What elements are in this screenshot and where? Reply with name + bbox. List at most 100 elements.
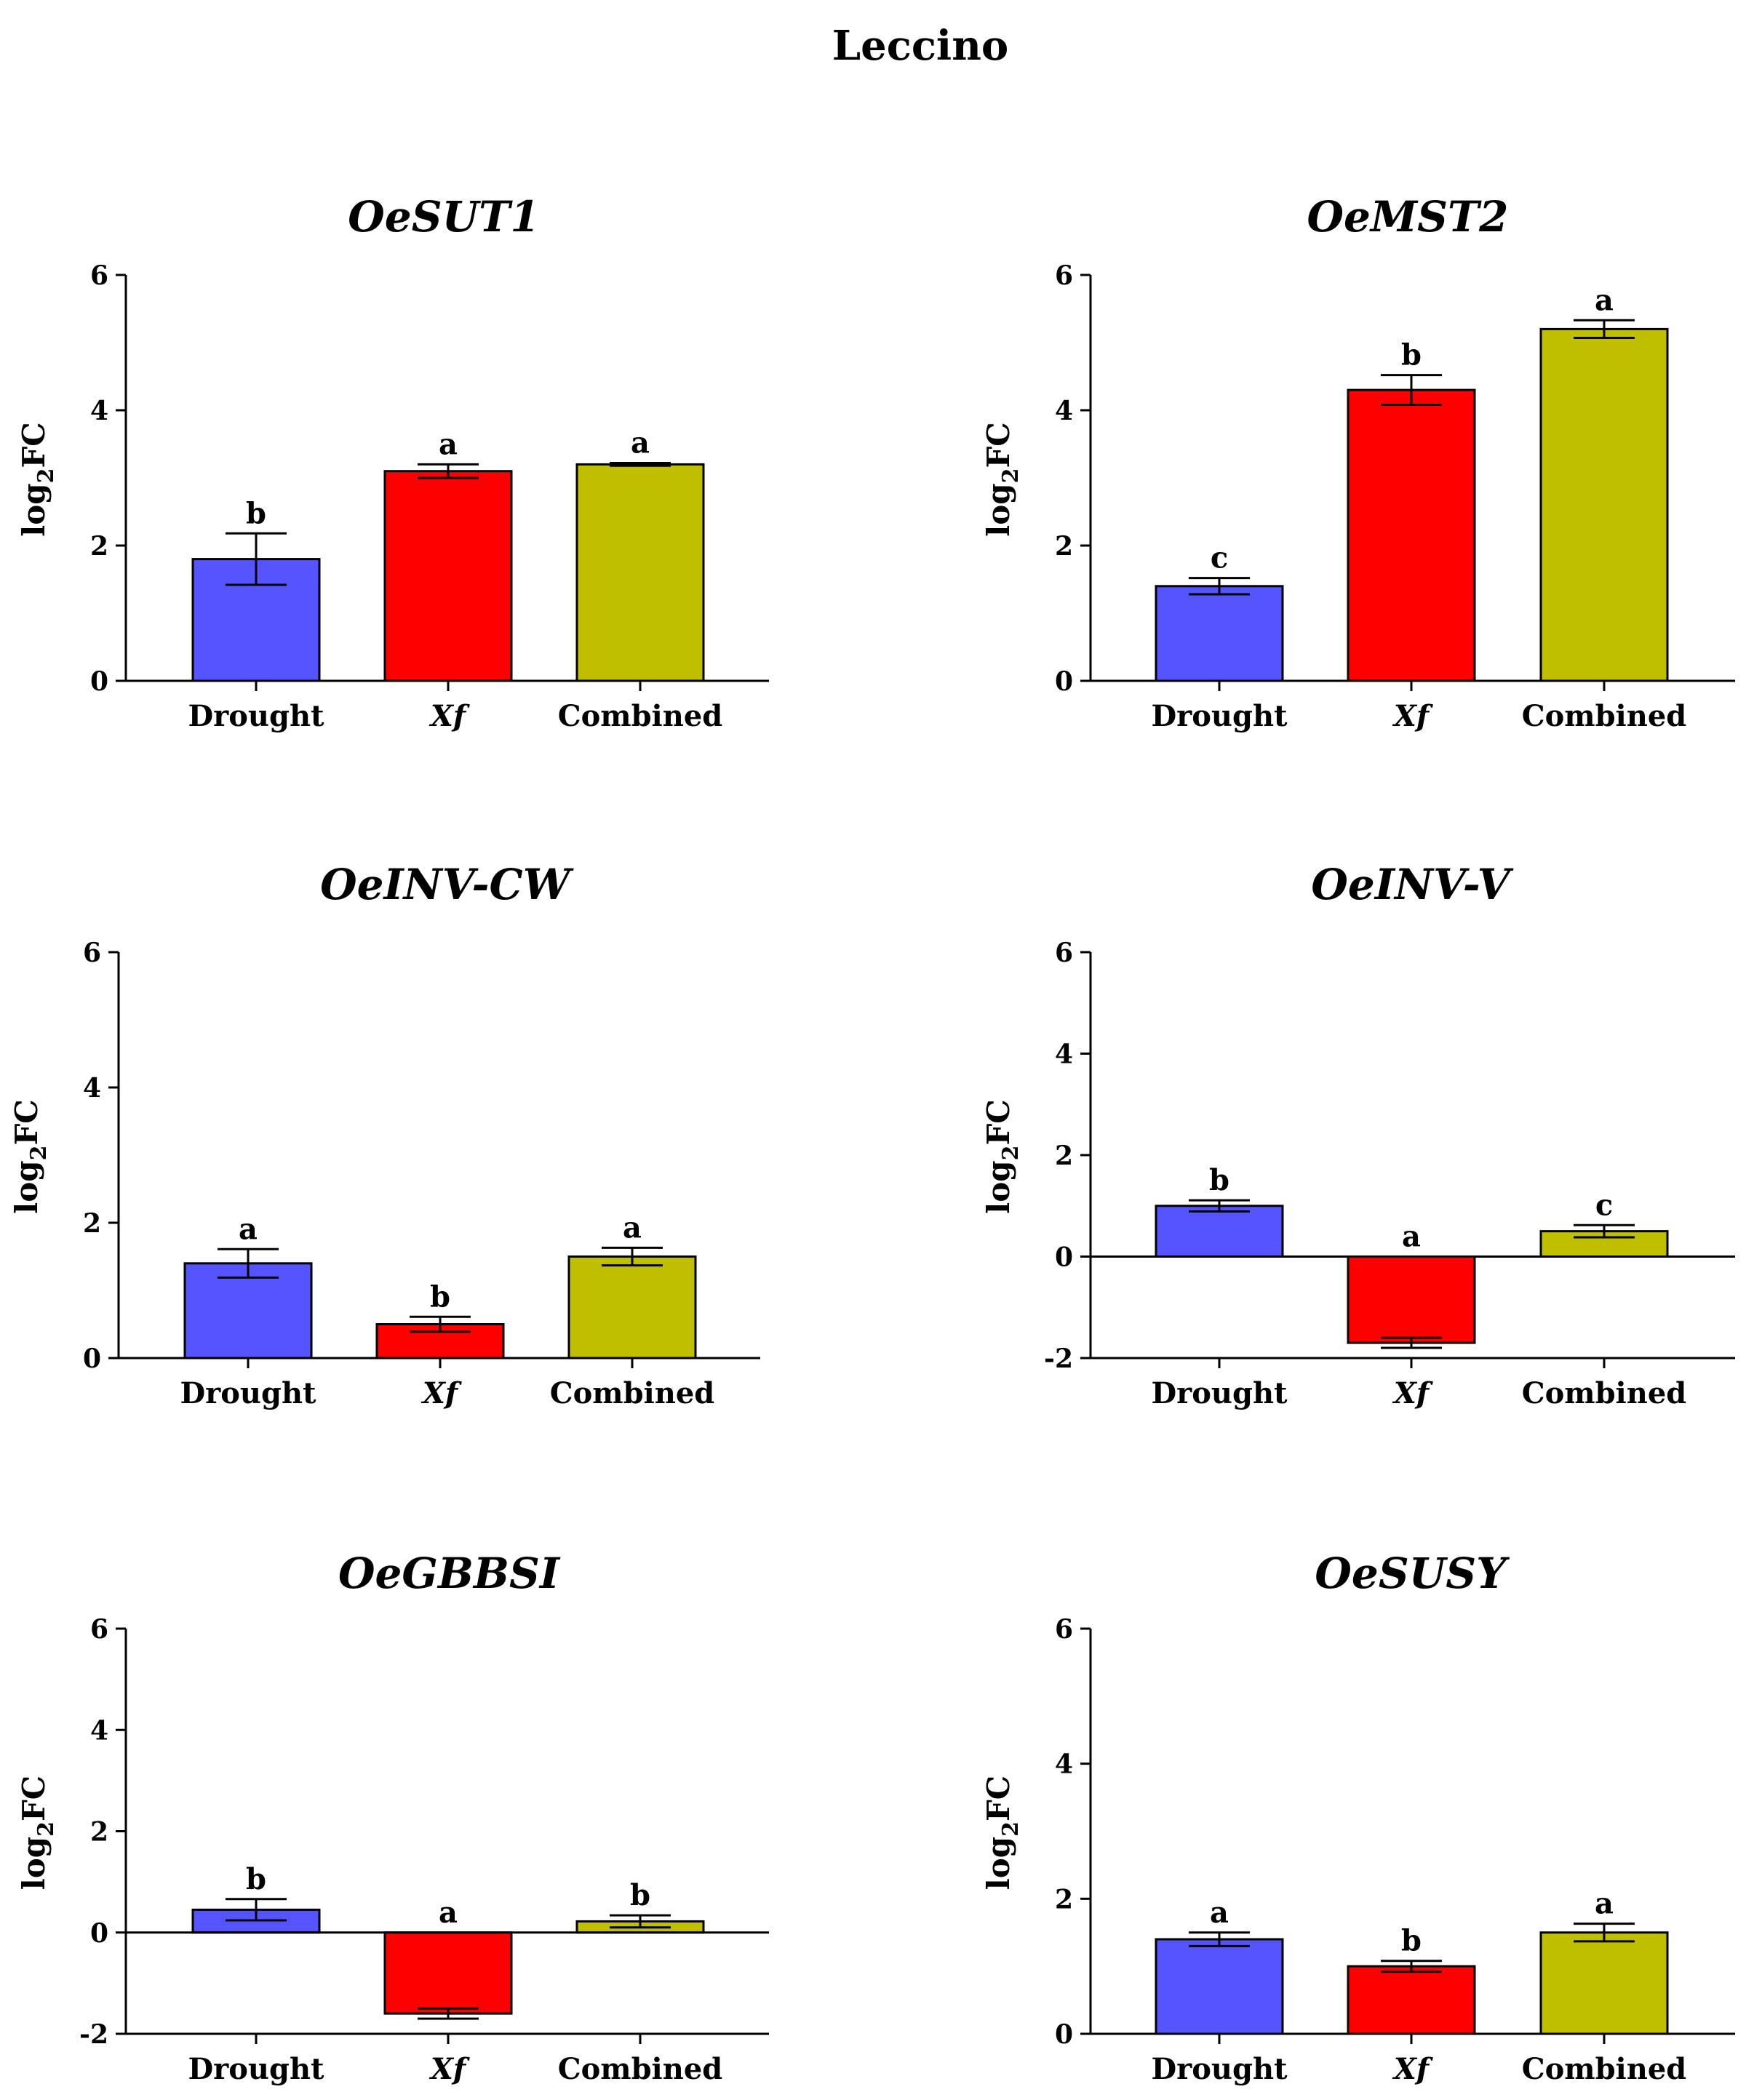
y-tick-label: 6 — [1055, 1614, 1073, 1645]
panel-title: OeSUT1 — [348, 192, 539, 241]
y-tick-label: 2 — [1055, 1141, 1073, 1171]
significance-label: b — [1209, 1163, 1229, 1197]
chart-panel-OeSUSY: OeSUSY log2FC a b a 0 2 4 6 Drought Xf Combined — [981, 1549, 1735, 2086]
y-axis-label: log2FC — [981, 1776, 1024, 1890]
error-bar-combined — [1574, 1923, 1635, 1943]
y-tick-label: 6 — [1055, 938, 1073, 968]
y-tick-label: 2 — [1055, 1884, 1073, 1915]
y-tick-label: 6 — [90, 260, 108, 291]
y-tick-label: 2 — [90, 531, 108, 562]
bar-combined — [1539, 327, 1669, 682]
significance-label: a — [1402, 1220, 1421, 1254]
panel-title: OeMST2 — [1307, 192, 1508, 241]
error-bar-xf — [1381, 1336, 1442, 1349]
x-tick-label: Drought — [180, 1376, 316, 1410]
x-tick-label: Drought — [188, 2052, 324, 2086]
chart-panel-OeGBBSI: OeGBBSI log2FC b a b -2 0 2 4 6 Drought Xf Combined — [16, 1549, 769, 2086]
error-bar-drought — [1189, 1931, 1250, 1947]
error-bar-combined — [1574, 1223, 1635, 1239]
panels: OeSUT1 log2FC b a a 0 2 4 6 Drought Xf Combined OeMS… — [9, 192, 1735, 2086]
significance-label: b — [630, 1878, 650, 1912]
x-tick-label: Xf — [420, 1376, 462, 1410]
x-tick-label: Combined — [1522, 699, 1687, 733]
figure-title: Leccino — [832, 22, 1009, 70]
y-axis-label: log2FC — [9, 1099, 52, 1213]
panel-title: OeSUSY — [1315, 1549, 1510, 1598]
bar-xf — [1347, 388, 1476, 682]
y-tick-label: 4 — [1055, 1039, 1073, 1070]
y-tick-label: 2 — [83, 1208, 101, 1239]
y-tick-label: 0 — [1055, 1242, 1073, 1273]
bar-xf — [1347, 1965, 1476, 2035]
x-tick-label: Combined — [558, 2052, 723, 2086]
y-tick-label: 2 — [90, 1817, 108, 1848]
y-axis-label: log2FC — [981, 422, 1024, 536]
panel-title: OeGBBSI — [338, 1549, 561, 1598]
x-tick-label: Drought — [1151, 699, 1288, 733]
y-tick-label: -2 — [1044, 1344, 1073, 1374]
y-tick-label: 6 — [1055, 260, 1073, 291]
significance-label: b — [430, 1279, 450, 1314]
y-axis-label: log2FC — [16, 422, 59, 536]
x-tick-label: Xf — [428, 2052, 470, 2086]
y-tick-label: 0 — [83, 1344, 101, 1374]
significance-label: a — [1595, 1887, 1614, 1921]
x-tick-label: Combined — [558, 699, 723, 733]
significance-label: c — [1211, 541, 1228, 575]
x-tick-label: Combined — [550, 1376, 715, 1410]
bar-combined — [1539, 1931, 1669, 2035]
chart-panel-OeINV-V: OeINV-V log2FC b a c -2 0 2 4 6 Drought Xf Combined — [981, 860, 1735, 1410]
panel-title: OeINV-CW — [320, 860, 574, 909]
panel-title: OeINV-V — [1311, 860, 1513, 909]
y-tick-label: 4 — [83, 1073, 101, 1103]
y-tick-label: 0 — [1055, 666, 1073, 697]
x-tick-label: Drought — [1151, 1376, 1288, 1410]
significance-label: a — [1595, 283, 1614, 317]
error-bar-xf — [1381, 374, 1442, 407]
y-axis-label: log2FC — [16, 1776, 59, 1890]
error-bar-combined — [610, 462, 671, 467]
error-bar-xf — [1381, 1960, 1442, 1973]
error-bar-drought — [1189, 577, 1250, 596]
significance-label: b — [1401, 338, 1422, 372]
bar-drought — [1155, 1938, 1284, 2035]
error-bar-combined — [1574, 319, 1635, 339]
error-bar-drought — [226, 1898, 287, 1922]
bar-drought — [1155, 1205, 1284, 1258]
x-tick-label: Combined — [1522, 1376, 1687, 1410]
error-bar-combined — [610, 1914, 671, 1929]
significance-label: a — [239, 1212, 258, 1246]
bar-xf — [383, 470, 513, 682]
error-bar-drought — [226, 532, 287, 586]
significance-label: a — [623, 1210, 642, 1245]
bar-combined — [575, 463, 705, 682]
x-tick-label: Xf — [1392, 2052, 1433, 2086]
y-axis-label: log2FC — [981, 1099, 1024, 1213]
chart-panel-OeINV-CW: OeINV-CW log2FC a b a 0 2 4 6 Drought Xf Combined — [9, 860, 760, 1410]
error-bar-drought — [1189, 1199, 1250, 1213]
bar-combined — [567, 1255, 697, 1360]
error-bar-drought — [218, 1247, 279, 1279]
x-tick-label: Combined — [1522, 2052, 1687, 2086]
y-tick-label: 0 — [90, 666, 108, 697]
y-tick-label: 6 — [83, 938, 101, 968]
significance-label: a — [631, 426, 650, 460]
y-tick-label: -2 — [79, 2019, 108, 2050]
y-tick-label: 0 — [90, 1918, 108, 1949]
significance-label: b — [246, 1862, 266, 1896]
y-tick-label: 6 — [90, 1614, 108, 1645]
bar-xf — [383, 1931, 513, 2015]
significance-label: a — [439, 1896, 458, 1930]
x-tick-label: Drought — [188, 699, 324, 733]
chart-panel-OeMST2: OeMST2 log2FC c b a 0 2 4 6 Drought Xf Combined — [981, 192, 1735, 733]
error-bar-xf — [410, 1315, 471, 1333]
significance-label: c — [1595, 1188, 1613, 1222]
x-tick-label: Xf — [1392, 1376, 1433, 1410]
bar-drought — [1155, 585, 1284, 682]
x-tick-label: Xf — [428, 699, 470, 733]
y-tick-label: 4 — [1055, 396, 1073, 426]
error-bar-xf — [418, 2007, 479, 2020]
significance-label: b — [1401, 1924, 1422, 1958]
error-bar-combined — [602, 1246, 663, 1267]
